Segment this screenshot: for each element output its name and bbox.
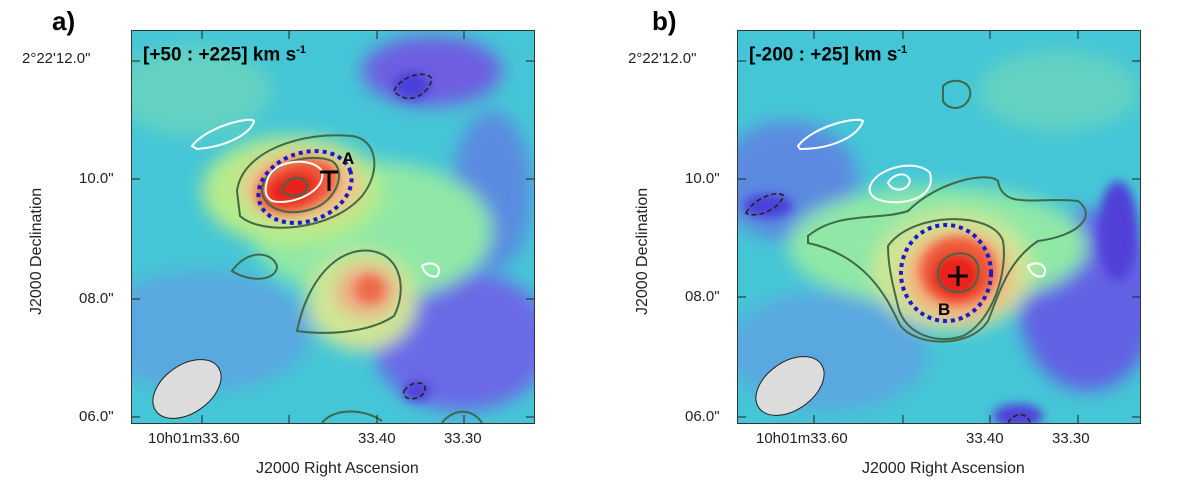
negative-contour	[796, 118, 865, 151]
map-svg	[738, 31, 1140, 423]
y-tick-label: 08.0"	[79, 290, 114, 307]
y-tick-label: 10.0"	[79, 170, 114, 187]
panel-letter: b)	[652, 6, 677, 36]
panel-b: b)	[600, 0, 1200, 491]
x-tick-label: 33.30	[444, 430, 482, 447]
negative-contour	[886, 173, 912, 191]
emission-field	[132, 36, 534, 411]
positive-contour	[235, 134, 376, 229]
x-tick-label: 33.40	[358, 430, 396, 447]
intensity-map	[737, 30, 1141, 424]
y-tick-label: 10.0"	[685, 170, 720, 187]
positive-contour	[942, 79, 972, 109]
y-tick-label: 2°22'12.0"	[22, 50, 91, 67]
aperture-ellipse	[899, 223, 993, 323]
positive-contour	[321, 410, 383, 423]
x-tick-label: 10h01m33.60	[756, 430, 848, 447]
velocity-range-label: [-200 : +25] km s-1	[749, 44, 908, 66]
negative-contour	[264, 160, 324, 203]
y-tick-label: 06.0"	[79, 408, 114, 425]
panel-letter: a)	[52, 6, 76, 36]
dashed-contour	[1007, 413, 1031, 423]
velocity-range-label: [+50 : +225] km s-1	[143, 44, 306, 66]
y-tick-label: 06.0"	[685, 408, 720, 425]
panel-a: a)	[22, 6, 535, 477]
beam-ellipse	[152, 359, 222, 419]
positive-contour	[230, 253, 279, 280]
x-tick-label: 33.40	[966, 430, 1004, 447]
source-label: A	[342, 149, 355, 168]
negative-contour	[190, 118, 256, 151]
negative-contour	[1026, 262, 1047, 278]
source-cross-marker	[948, 266, 968, 286]
x-tick-label: 10h01m33.60	[148, 430, 240, 447]
positive-contour	[936, 252, 980, 294]
source-label: B	[938, 300, 951, 319]
source-cross-marker	[320, 170, 338, 191]
x-axis-label: J2000 Right Ascension	[862, 460, 1025, 477]
positive-contour	[295, 249, 402, 334]
aperture-ellipse	[256, 149, 354, 225]
positive-contour	[886, 218, 1005, 341]
y-axis-label: J2000 Declination	[634, 187, 651, 315]
dashed-contour	[403, 382, 426, 400]
dashed-contour	[393, 73, 433, 100]
map-svg	[132, 31, 534, 423]
y-tick-label: 08.0"	[685, 288, 720, 305]
negative-contour	[868, 164, 932, 204]
positive-contour	[441, 410, 483, 423]
y-axis-label: J2000 Declination	[28, 187, 45, 315]
x-tick-label: 33.30	[1052, 430, 1090, 447]
y-tick-label: 2°22'12.0"	[628, 50, 697, 67]
positive-contour	[280, 176, 309, 198]
intensity-map	[131, 30, 535, 424]
positive-contour	[807, 176, 1087, 343]
negative-contour	[420, 262, 441, 278]
beam-ellipse	[755, 356, 825, 416]
x-axis-label: J2000 Right Ascension	[256, 460, 419, 477]
